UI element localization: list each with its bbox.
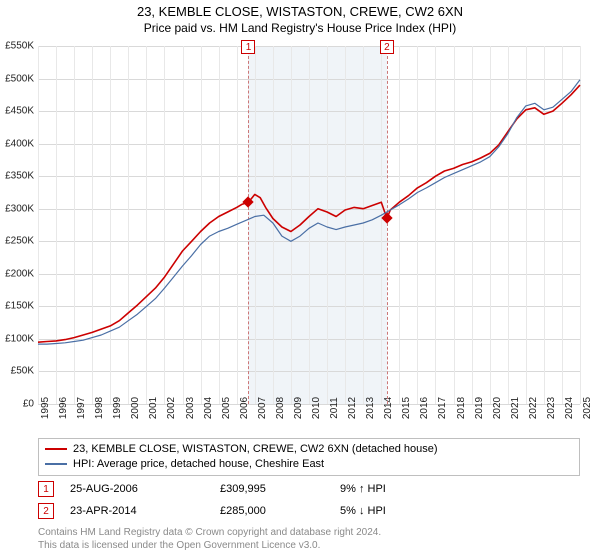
footer-line: This data is licensed under the Open Gov… [38,539,580,552]
y-axis-label: £200K [5,268,34,279]
table-row: 1 25-AUG-2006 £309,995 9% ↑ HPI [38,478,580,500]
legend-item: 23, KEMBLE CLOSE, WISTASTON, CREWE, CW2 … [45,442,573,457]
transaction-price: £309,995 [220,483,340,495]
table-row: 2 23-APR-2014 £285,000 5% ↓ HPI [38,500,580,522]
legend-label: 23, KEMBLE CLOSE, WISTASTON, CREWE, CW2 … [73,442,438,457]
transaction-price: £285,000 [220,505,340,517]
y-axis-label: £550K [5,41,34,52]
y-axis-label: £50K [11,366,34,377]
y-axis-label: £100K [5,333,34,344]
legend-label: HPI: Average price, detached house, Ches… [73,457,324,472]
footer-attribution: Contains HM Land Registry data © Crown c… [38,526,580,552]
title-main: 23, KEMBLE CLOSE, WISTASTON, CREWE, CW2 … [0,4,600,19]
transaction-vs-hpi: 5% ↓ HPI [340,505,440,517]
price-chart: £0£50K£100K£150K£200K£250K£300K£350K£400… [38,46,580,404]
y-axis-label: £350K [5,171,34,182]
transaction-date: 25-AUG-2006 [70,483,220,495]
y-axis-label: £300K [5,203,34,214]
legend-swatch [45,448,67,450]
footer-line: Contains HM Land Registry data © Crown c… [38,526,580,539]
transaction-marker-icon: 1 [38,481,54,497]
title-sub: Price paid vs. HM Land Registry's House … [0,21,600,35]
chart-svg [38,46,580,404]
y-axis-label: £0 [23,399,34,410]
transaction-marker-icon: 2 [38,503,54,519]
legend-swatch [45,463,67,465]
legend-item: HPI: Average price, detached house, Ches… [45,457,573,472]
y-axis-label: £150K [5,301,34,312]
y-axis-label: £450K [5,106,34,117]
legend: 23, KEMBLE CLOSE, WISTASTON, CREWE, CW2 … [38,438,580,476]
transaction-vs-hpi: 9% ↑ HPI [340,483,440,495]
transactions-table: 1 25-AUG-2006 £309,995 9% ↑ HPI 2 23-APR… [38,478,580,522]
x-axis-label: 2025 [580,397,593,419]
transaction-date: 23-APR-2014 [70,505,220,517]
y-axis-label: £400K [5,138,34,149]
y-axis-label: £250K [5,236,34,247]
y-axis-label: £500K [5,73,34,84]
